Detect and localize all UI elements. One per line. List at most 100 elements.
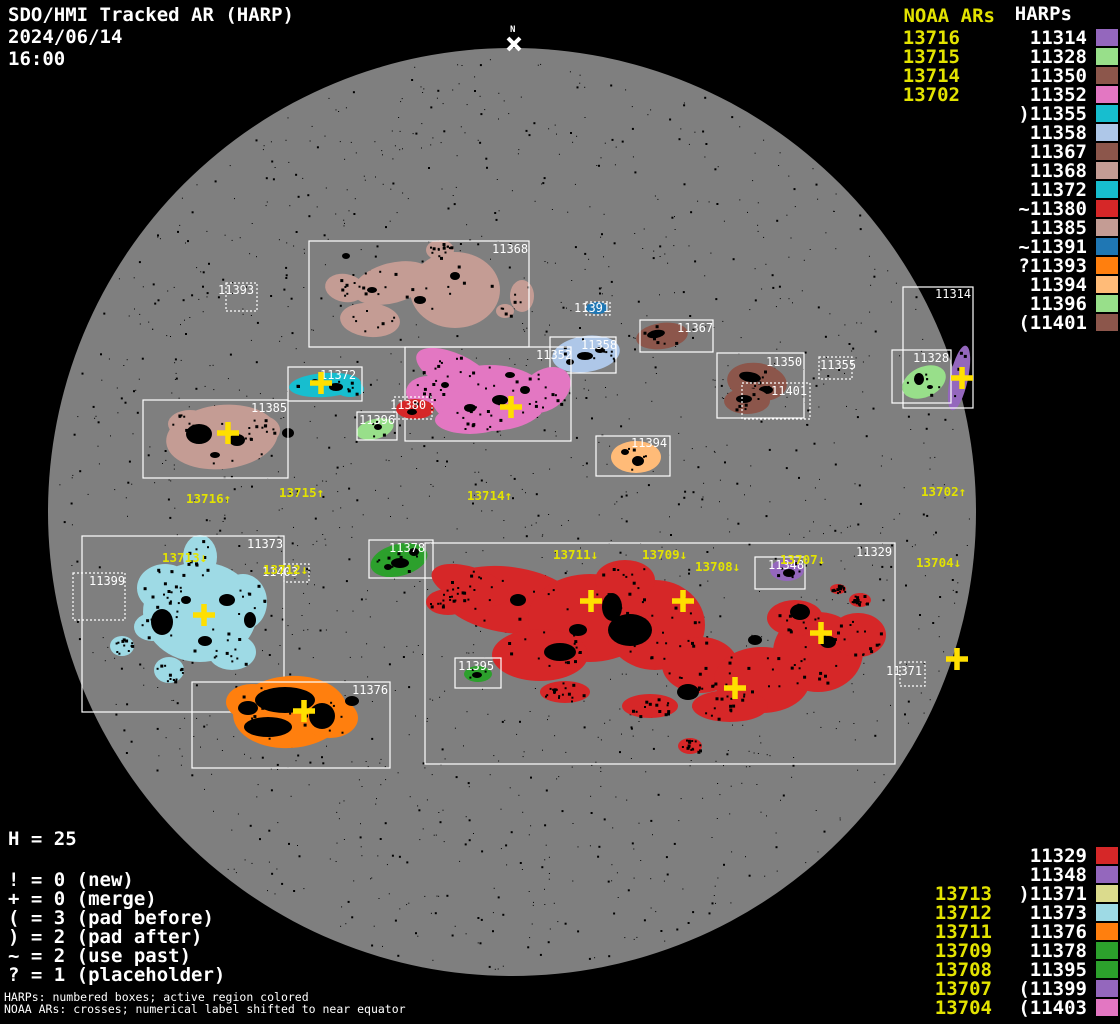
- noaa-ar-list-item-13712: 13712: [934, 902, 992, 924]
- harp-list-item-11395: 11395: [1029, 959, 1087, 981]
- harp-color-swatch-11391: [1096, 238, 1118, 255]
- harp-number-label-11350: 11350: [766, 355, 802, 369]
- harp-number-label-11401: 11401: [771, 384, 807, 398]
- harp-number-label-11391: 11391: [574, 301, 610, 315]
- sun-disk: [48, 48, 976, 976]
- noaa-ar-cross: [672, 590, 694, 612]
- harp-color-swatch-11328: [1096, 48, 1118, 65]
- harp-region-11328: 11328: [891, 349, 952, 404]
- harp-box-11403: [283, 563, 310, 583]
- harp-number-label-11314: 11314: [935, 287, 971, 301]
- harp-box-11314: [902, 286, 974, 409]
- harp-list-item-11328: 11328: [1029, 46, 1087, 68]
- harp-box-11329: [424, 542, 896, 765]
- noaa-ar-cross: [500, 396, 522, 418]
- harp-number-label-11403: 11403: [262, 565, 298, 579]
- footnote-noaa: NOAA ARs: crosses; numerical label shift…: [4, 1002, 406, 1016]
- harp-color-swatch-11373: [1096, 904, 1118, 921]
- north-marker-x: [506, 36, 522, 52]
- harp-color-swatch-11355: [1096, 105, 1118, 122]
- harp-number-label-11373: 11373: [247, 537, 283, 551]
- noaa-ar-cross: [946, 648, 968, 670]
- harp-region-11371: 11371: [886, 661, 926, 687]
- harp-region-11355: 11355: [818, 356, 856, 380]
- harp-list-item-11352: 11352: [1029, 84, 1087, 106]
- legend-item-new: ! = 0 (new): [8, 869, 134, 891]
- harp-color-swatch-11380: [1096, 200, 1118, 217]
- harp-list-item-11394: 11394: [1029, 274, 1087, 296]
- harp-region-11373: 11373: [81, 535, 285, 713]
- harp-color-swatch-11403: [1096, 999, 1118, 1016]
- noaa-ar-cross: [217, 422, 239, 444]
- noaa-ar-label-13712: 13712↓: [263, 562, 308, 577]
- harp-box-11391: [585, 301, 611, 316]
- harp-region-11368: 11368: [308, 240, 534, 348]
- harp-region-11391: 11391: [574, 301, 611, 316]
- harp-number-label-11372: 11372: [320, 368, 356, 382]
- harp-number-label-11348: 11348: [768, 558, 804, 572]
- harp-color-swatch-11358: [1096, 124, 1118, 141]
- harp-box-11355: [818, 356, 853, 380]
- noaa-ar-list-item-13709: 13709: [934, 940, 992, 962]
- harp-list-item-11358: 11358: [1029, 122, 1087, 144]
- harp-color-swatch-11396: [1096, 295, 1118, 312]
- noaa-ar-label-13704: 13704↓: [916, 555, 961, 570]
- noaa-ar-cross: [193, 604, 215, 626]
- harp-color-swatch-11395: [1096, 961, 1118, 978]
- noaa-ar-label-13709: 13709↓: [642, 547, 687, 562]
- harp-color-swatch-11401: [1096, 314, 1118, 331]
- harp-number-label-11376: 11376: [352, 683, 388, 697]
- harp-list-item-11393: ?11393: [1018, 255, 1087, 277]
- harp-box-11352: [404, 346, 572, 442]
- harp-region-11367: 11367: [636, 319, 714, 353]
- harp-color-swatch-11378: [1096, 942, 1118, 959]
- harp-box-11396: [356, 411, 398, 441]
- harp-number-label-11328: 11328: [913, 351, 949, 365]
- harp-number-label-11395: 11395: [458, 659, 494, 673]
- noaa-ar-list-item-13713: 13713: [934, 883, 992, 905]
- harp-list-item-11399: (11399: [1018, 978, 1087, 1000]
- harp-number-label-11396: 11396: [359, 413, 395, 427]
- noaa-ar-list-item-13715: 13715: [902, 46, 960, 68]
- harp-box-11350: [716, 352, 805, 419]
- harp-number-label-11329: 11329: [856, 545, 892, 559]
- harp-number-label-11385: 11385: [251, 401, 287, 415]
- harp-region-11352: 11352: [404, 346, 572, 442]
- noaa-ar-label-13715: 13715↑: [279, 485, 324, 500]
- harp-number-label-11355: 11355: [820, 358, 856, 372]
- noaa-ar-cross: [724, 677, 746, 699]
- harp-color-swatch-11372: [1096, 181, 1118, 198]
- harp-region-11403: 11403: [262, 563, 310, 583]
- harp-color-swatch-11350: [1096, 67, 1118, 84]
- harp-list-item-11372: 11372: [1029, 179, 1087, 201]
- harp-box-11393: [225, 282, 258, 312]
- noaa-ar-cross: [310, 372, 332, 394]
- harp-count: H = 25: [8, 828, 77, 850]
- time-label: 16:00: [8, 48, 66, 70]
- harp-box-11401: [741, 382, 811, 420]
- harp-region-11348: 11348: [754, 556, 806, 590]
- harp-list-item-11371: )11371: [1018, 883, 1087, 905]
- legend-item-use-past: ~ = 2 (use past): [8, 945, 192, 967]
- harp-color-swatch-11385: [1096, 219, 1118, 236]
- harp-box-11380: [393, 396, 433, 420]
- harp-list-item-11348: 11348: [1029, 864, 1087, 886]
- noaa-ar-label-13711: 13711↓: [553, 547, 598, 562]
- harp-list-item-11385: 11385: [1029, 217, 1087, 239]
- harp-list-item-11373: 11373: [1029, 902, 1087, 924]
- noaa-ar-label-13702: 13702↑: [921, 484, 966, 499]
- harp-color-swatch-11394: [1096, 276, 1118, 293]
- harp-number-label-11393: 11393: [218, 283, 254, 297]
- harp-list-item-11380: ~11380: [1018, 198, 1087, 220]
- harp-number-label-11368: 11368: [492, 242, 528, 256]
- harp-number-label-11371: 11371: [886, 664, 922, 678]
- noaa-ar-cross: [580, 590, 602, 612]
- harp-list-item-11314: 11314: [1029, 27, 1087, 49]
- harp-number-label-11358: 11358: [581, 338, 617, 352]
- harp-color-swatch-11367: [1096, 143, 1118, 160]
- harp-box-11376: [191, 681, 391, 769]
- legend-item-merge: + = 0 (merge): [8, 888, 157, 910]
- footnote-harps: HARPs: numbered boxes; active region col…: [4, 990, 309, 1004]
- harp-box-11348: [754, 556, 806, 590]
